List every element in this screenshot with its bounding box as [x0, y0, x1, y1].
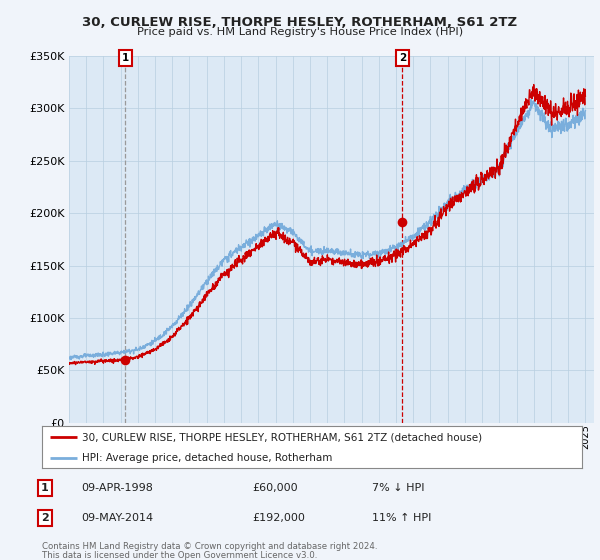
- Text: 7% ↓ HPI: 7% ↓ HPI: [372, 483, 425, 493]
- Text: 09-MAY-2014: 09-MAY-2014: [81, 513, 153, 523]
- Text: Price paid vs. HM Land Registry's House Price Index (HPI): Price paid vs. HM Land Registry's House …: [137, 27, 463, 37]
- Text: 2: 2: [399, 53, 406, 63]
- Text: 1: 1: [122, 53, 129, 63]
- Text: £192,000: £192,000: [252, 513, 305, 523]
- Text: 09-APR-1998: 09-APR-1998: [81, 483, 153, 493]
- Text: 30, CURLEW RISE, THORPE HESLEY, ROTHERHAM, S61 2TZ (detached house): 30, CURLEW RISE, THORPE HESLEY, ROTHERHA…: [83, 432, 482, 442]
- Text: 11% ↑ HPI: 11% ↑ HPI: [372, 513, 431, 523]
- Text: Contains HM Land Registry data © Crown copyright and database right 2024.: Contains HM Land Registry data © Crown c…: [42, 542, 377, 550]
- Text: 30, CURLEW RISE, THORPE HESLEY, ROTHERHAM, S61 2TZ: 30, CURLEW RISE, THORPE HESLEY, ROTHERHA…: [82, 16, 518, 29]
- Text: This data is licensed under the Open Government Licence v3.0.: This data is licensed under the Open Gov…: [42, 551, 317, 560]
- Text: 1: 1: [41, 483, 49, 493]
- Text: HPI: Average price, detached house, Rotherham: HPI: Average price, detached house, Roth…: [83, 454, 333, 463]
- Text: 2: 2: [41, 513, 49, 523]
- Text: £60,000: £60,000: [252, 483, 298, 493]
